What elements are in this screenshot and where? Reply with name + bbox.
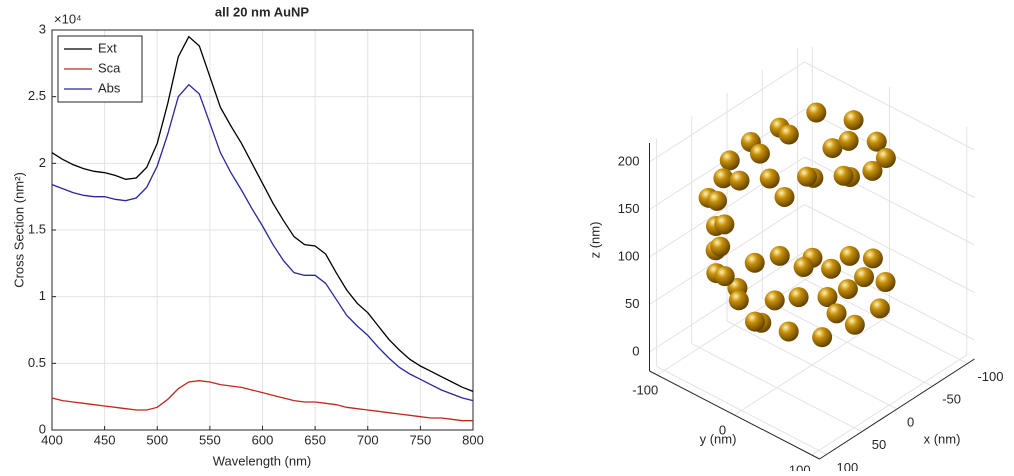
sphere	[749, 143, 770, 164]
x-tick-label: 50	[872, 437, 886, 452]
y-axis-label-3d: y (nm)	[700, 431, 737, 446]
y-axis-label: Cross Section (nm²)	[11, 172, 26, 288]
grid-line	[734, 314, 890, 416]
y-tick-label: 1	[39, 288, 46, 303]
sphere	[821, 258, 842, 279]
z-tick-label: 200	[618, 153, 640, 168]
sphere	[707, 190, 727, 211]
y-tick-label: 1.5	[28, 221, 46, 236]
sphere	[778, 124, 799, 145]
y-tick-label: 0	[39, 421, 46, 436]
grid-line	[649, 61, 805, 163]
axis-line	[649, 370, 820, 460]
axis-line	[819, 358, 975, 460]
x-tick-label: 550	[199, 432, 221, 447]
sphere	[713, 168, 734, 189]
z-tick-label: 100	[618, 248, 640, 263]
sphere	[862, 160, 883, 181]
sphere	[793, 256, 814, 277]
x-tick-label: 500	[146, 432, 168, 447]
sphere	[833, 165, 854, 186]
sphere	[759, 168, 780, 189]
chart-title: all 20 nm AuNP	[215, 4, 309, 19]
x-tick-label: 400	[41, 432, 63, 447]
sphere	[875, 272, 896, 292]
sphere	[826, 303, 847, 324]
series-line	[51, 35, 474, 392]
plot-frame	[51, 29, 474, 431]
sphere	[774, 186, 795, 207]
sphere	[744, 252, 765, 273]
sphere	[839, 245, 860, 266]
sphere	[869, 298, 890, 319]
grid-line	[804, 156, 975, 246]
sphere	[812, 327, 833, 348]
y-tick-label: -100	[632, 382, 658, 397]
y-tick-label: 0	[719, 422, 726, 437]
grid-line	[811, 354, 968, 456]
x-tick-label: 700	[357, 432, 379, 447]
sphere	[822, 138, 843, 159]
sphere	[764, 290, 785, 311]
sphere	[728, 290, 749, 311]
y-multiplier: ×10⁴	[54, 11, 82, 26]
sphere	[788, 287, 809, 308]
sphere	[778, 321, 799, 342]
sphere	[866, 131, 887, 152]
sphere	[714, 266, 735, 287]
x-tick-label: 800	[462, 432, 484, 447]
z-tick-label: 0	[632, 343, 639, 358]
legend-label: Abs	[98, 80, 121, 95]
sphere	[844, 314, 865, 335]
x-tick-label: 650	[304, 432, 326, 447]
grid-line	[804, 61, 975, 151]
x-tick-label: 0	[907, 414, 914, 429]
sphere	[875, 148, 896, 169]
sphere	[729, 170, 750, 191]
z-tick-label: 50	[625, 296, 639, 311]
y-tick-label: 2.5	[28, 88, 46, 103]
y-tick-label: 2	[39, 155, 46, 170]
grid-line	[649, 251, 805, 353]
sphere	[817, 287, 838, 307]
sphere	[714, 214, 735, 235]
x-tick-label: 100	[837, 460, 859, 471]
sphere	[806, 102, 827, 123]
series-line	[51, 83, 474, 402]
legend-label: Sca	[98, 60, 121, 75]
sphere	[837, 279, 858, 300]
x-axis-label: Wavelength (nm)	[213, 453, 312, 468]
series-line	[51, 380, 473, 422]
grid-line	[649, 156, 805, 258]
grid-line	[649, 204, 805, 305]
y-tick-label: 100	[789, 462, 811, 471]
sphere	[797, 166, 817, 187]
z-axis-label: z (nm)	[587, 222, 602, 259]
sphere	[710, 236, 731, 257]
sphere	[838, 130, 859, 151]
grid-line	[656, 274, 813, 376]
x-tick-label: 450	[94, 432, 116, 447]
x-tick-label: -50	[942, 392, 961, 407]
legend-label: Ext	[98, 40, 117, 55]
x-axis-label-3d: x (nm)	[924, 431, 961, 446]
sphere	[843, 110, 864, 131]
y-tick-label: 3	[39, 21, 46, 36]
x-tick-label: 600	[252, 432, 274, 447]
grid-line	[804, 204, 975, 293]
x-tick-label: 750	[410, 432, 432, 447]
sphere	[862, 248, 883, 269]
sphere	[744, 311, 765, 332]
x-tick-label: -100	[977, 369, 1003, 384]
y-tick-label: 0.5	[28, 355, 46, 370]
sphere	[769, 245, 790, 266]
z-tick-label: 150	[618, 201, 640, 216]
sphere	[719, 150, 740, 171]
sphere	[854, 267, 875, 288]
